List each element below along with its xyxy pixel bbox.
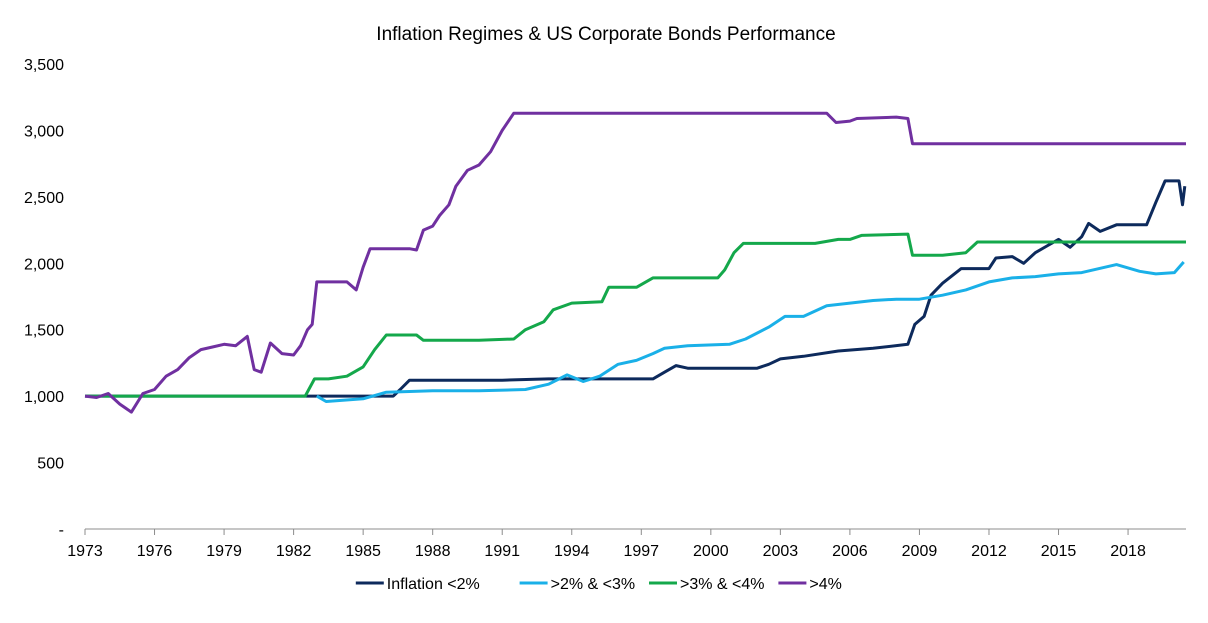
x-axis: 1973 1976 1979 1982 1985 1988 1991 1994 1997 2000… [67, 528, 1186, 560]
x-tick-label: 1973 [67, 543, 103, 560]
y-tick-label: 2,000 [24, 256, 64, 273]
x-tick-label: 1994 [554, 543, 590, 560]
x-tick-label: 2003 [763, 543, 799, 560]
x-tick-label: 2012 [971, 543, 1007, 560]
legend-item: >2% & <3% [519, 576, 636, 593]
x-tick-label: 1991 [484, 543, 520, 560]
series-line-3-4 [85, 232, 1186, 398]
x-tick-label: 2015 [1041, 543, 1077, 560]
legend: Inflation <2% >2% & <3% >3% & <4% >4% [355, 576, 842, 593]
series-line-2-3 [316, 261, 1185, 403]
legend-label: >2% & <3% [551, 576, 636, 593]
y-tick-label: - [59, 522, 64, 539]
x-tick-label: 1982 [276, 543, 312, 560]
x-tick-label: 2018 [1110, 543, 1146, 560]
y-tick-label: 1,500 [24, 323, 64, 340]
series-line-4 [84, 111, 1186, 414]
x-tick-label: 1988 [415, 543, 451, 560]
x-tick-label: 1985 [345, 543, 381, 560]
y-axis: - 500 1,000 1,500 2,000 2,500 3,000 3,500 [24, 57, 64, 539]
series-layer [84, 111, 1187, 414]
y-tick-label: 2,500 [24, 190, 64, 207]
y-tick-label: 500 [37, 456, 64, 473]
x-tick-label: 1976 [137, 543, 173, 560]
x-tick-label: 2006 [832, 543, 868, 560]
x-tick-label: 2000 [693, 543, 729, 560]
chart-title: Inflation Regimes & US Corporate Bonds P… [376, 24, 835, 45]
x-tick-label: 1997 [623, 543, 659, 560]
x-tick-label: 1979 [206, 543, 242, 560]
y-tick-label: 3,500 [24, 57, 64, 74]
y-tick-label: 3,000 [24, 123, 64, 140]
legend-item: >3% & <4% [649, 576, 765, 593]
y-tick-label: 1,000 [24, 389, 64, 406]
legend-label: >4% [809, 576, 841, 593]
x-tick-label: 2009 [902, 543, 938, 560]
legend-item: Inflation <2% [355, 576, 480, 593]
legend-item: >4% [778, 576, 842, 593]
legend-label: >3% & <4% [680, 576, 765, 593]
legend-label: Inflation <2% [387, 576, 480, 593]
